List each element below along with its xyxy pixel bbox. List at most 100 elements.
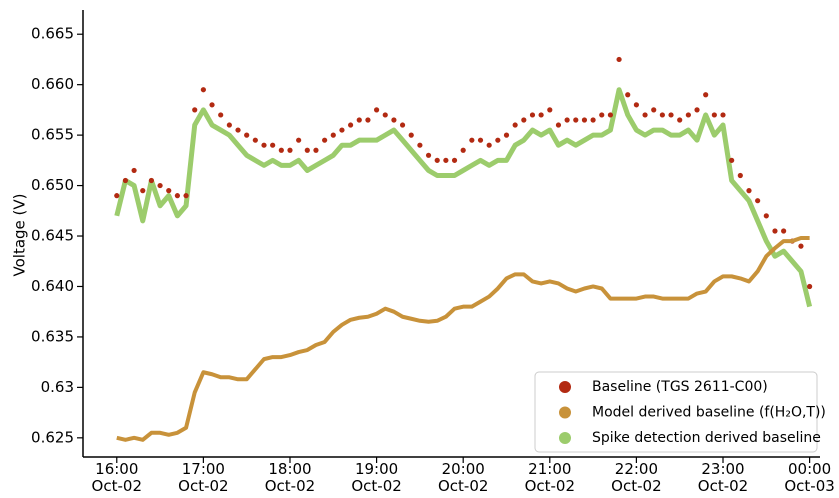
data-point (287, 147, 293, 153)
data-point (529, 112, 536, 118)
data-point (391, 117, 397, 123)
data-point (711, 112, 717, 118)
legend-label: Baseline (TGS 2611-C00) (592, 379, 768, 395)
data-point (339, 127, 345, 133)
data-point (330, 132, 336, 138)
x-tick-label: 18:00 Oct-02 (265, 460, 315, 495)
x-tick-label: 21:00 Oct-02 (525, 460, 575, 495)
data-point (573, 117, 579, 123)
y-tick-label: 0.650 (31, 176, 74, 194)
data-point (200, 87, 206, 93)
x-tick-label: 19:00 Oct-02 (351, 460, 401, 495)
data-point (296, 137, 302, 143)
data-point (218, 112, 224, 118)
data-point (460, 147, 466, 153)
y-tick-label: 0.625 (31, 428, 74, 446)
data-point (244, 132, 250, 138)
data-point (443, 157, 449, 163)
data-point (365, 117, 371, 123)
data-point (495, 137, 501, 143)
data-point (512, 122, 518, 128)
data-point (581, 117, 588, 123)
data-point (729, 157, 735, 163)
data-point (677, 117, 683, 123)
data-point (434, 157, 440, 163)
data-point (547, 107, 553, 113)
y-tick-label: 0.640 (31, 277, 74, 295)
x-tick-label: 16:00 Oct-02 (92, 460, 142, 495)
legend-label: Model derived baseline (f(H₂O,T)) (592, 405, 826, 421)
legend-label: Spike detection derived baseline (592, 430, 821, 446)
data-point (373, 107, 380, 113)
data-point (408, 132, 414, 138)
data-point (469, 137, 475, 143)
data-point (737, 172, 743, 179)
data-point (521, 117, 527, 123)
legend-box (534, 371, 818, 453)
data-point (122, 177, 129, 184)
data-point (304, 147, 310, 153)
data-point (252, 137, 258, 143)
data-point (148, 177, 155, 184)
legend-marker (559, 432, 571, 444)
data-point (192, 107, 198, 113)
data-point (755, 198, 761, 204)
data-point (607, 112, 614, 118)
data-point (417, 142, 423, 148)
data-point (183, 193, 189, 199)
y-tick-label: 0.635 (31, 327, 74, 345)
data-point (322, 137, 328, 143)
data-point (486, 142, 492, 148)
data-point (807, 283, 813, 290)
y-tick-label: 0.665 (31, 25, 74, 43)
data-point (235, 127, 241, 133)
series-line (116, 236, 810, 442)
y-tick-label: 0.645 (31, 227, 74, 245)
x-tick-label: 23:00 Oct-02 (698, 460, 748, 495)
data-point (166, 188, 172, 194)
data-point (633, 102, 639, 108)
data-point (356, 117, 362, 123)
data-point (278, 147, 284, 153)
legend: Baseline (TGS 2611-C00) Model derived bas… (534, 371, 826, 453)
data-point (477, 137, 484, 143)
data-point (261, 142, 267, 148)
data-point (625, 92, 631, 98)
data-point (694, 107, 700, 113)
data-point (131, 167, 137, 174)
data-point (140, 188, 146, 194)
data-point (157, 182, 163, 189)
data-point (781, 228, 787, 234)
data-point (651, 107, 657, 113)
data-point (348, 122, 354, 128)
legend-marker (559, 406, 571, 419)
data-point (226, 122, 232, 128)
data-point (209, 102, 215, 108)
data-point (703, 92, 709, 98)
data-point (313, 147, 319, 153)
data-point (772, 228, 778, 234)
data-point (599, 112, 605, 118)
data-point (564, 117, 570, 123)
legend-marker (559, 381, 571, 393)
x-tick-label: 17:00 Oct-02 (178, 460, 228, 495)
data-point (798, 243, 804, 249)
data-point (399, 122, 406, 128)
data-point (590, 117, 596, 123)
data-point (382, 112, 388, 118)
data-point (538, 112, 544, 118)
data-point (451, 157, 458, 163)
data-point (174, 193, 180, 199)
data-point (555, 122, 562, 128)
x-tick-label: 00:00 Oct-03 (784, 460, 834, 495)
data-point (425, 152, 432, 158)
data-point (668, 112, 674, 118)
y-tick-label: 0.660 (31, 75, 74, 93)
y-tick-label: 0.655 (31, 126, 74, 144)
x-tick-label: 20:00 Oct-02 (438, 460, 488, 495)
x-tick-label: 22:00 Oct-02 (611, 460, 661, 495)
y-tick-label: 0.63 (41, 378, 74, 396)
data-point (503, 132, 510, 138)
data-point (685, 112, 691, 118)
